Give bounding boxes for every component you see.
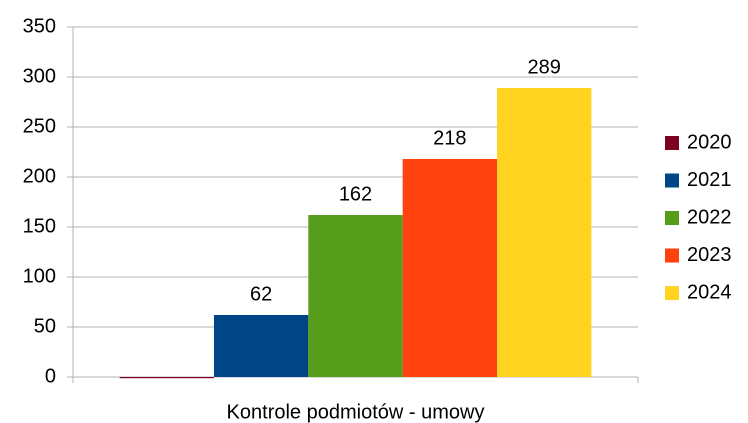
legend-label: 2022: [687, 206, 732, 228]
bar: [402, 159, 498, 377]
y-tick-label: 350: [23, 15, 56, 37]
legend-swatch: [665, 173, 679, 188]
legend-swatch: [665, 211, 679, 225]
bar: [213, 315, 309, 377]
bar: [308, 215, 403, 377]
legend-swatch: [665, 136, 679, 150]
legend-label: 2020: [687, 131, 732, 153]
data-label: 218: [433, 127, 466, 149]
data-label: 62: [250, 283, 272, 305]
y-tick-label: 100: [23, 265, 56, 287]
legend-label: 2021: [687, 169, 732, 191]
data-label: 289: [528, 56, 561, 78]
y-tick-label: 50: [34, 315, 56, 337]
legend-label: 2024: [687, 281, 732, 303]
y-tick-label: 250: [23, 115, 56, 137]
x-tick-label: Kontrole podmiotów - umowy: [227, 401, 485, 423]
y-tick-label: 0: [45, 365, 56, 387]
legend-swatch: [665, 286, 679, 300]
data-label: 162: [339, 183, 372, 205]
bar: [497, 88, 592, 377]
y-tick-label: 150: [23, 215, 56, 237]
y-tick-label: 300: [23, 65, 56, 87]
legend-label: 2023: [687, 244, 732, 266]
bar: [119, 377, 214, 379]
y-tick-label: 200: [23, 165, 56, 187]
legend-swatch: [665, 248, 679, 263]
